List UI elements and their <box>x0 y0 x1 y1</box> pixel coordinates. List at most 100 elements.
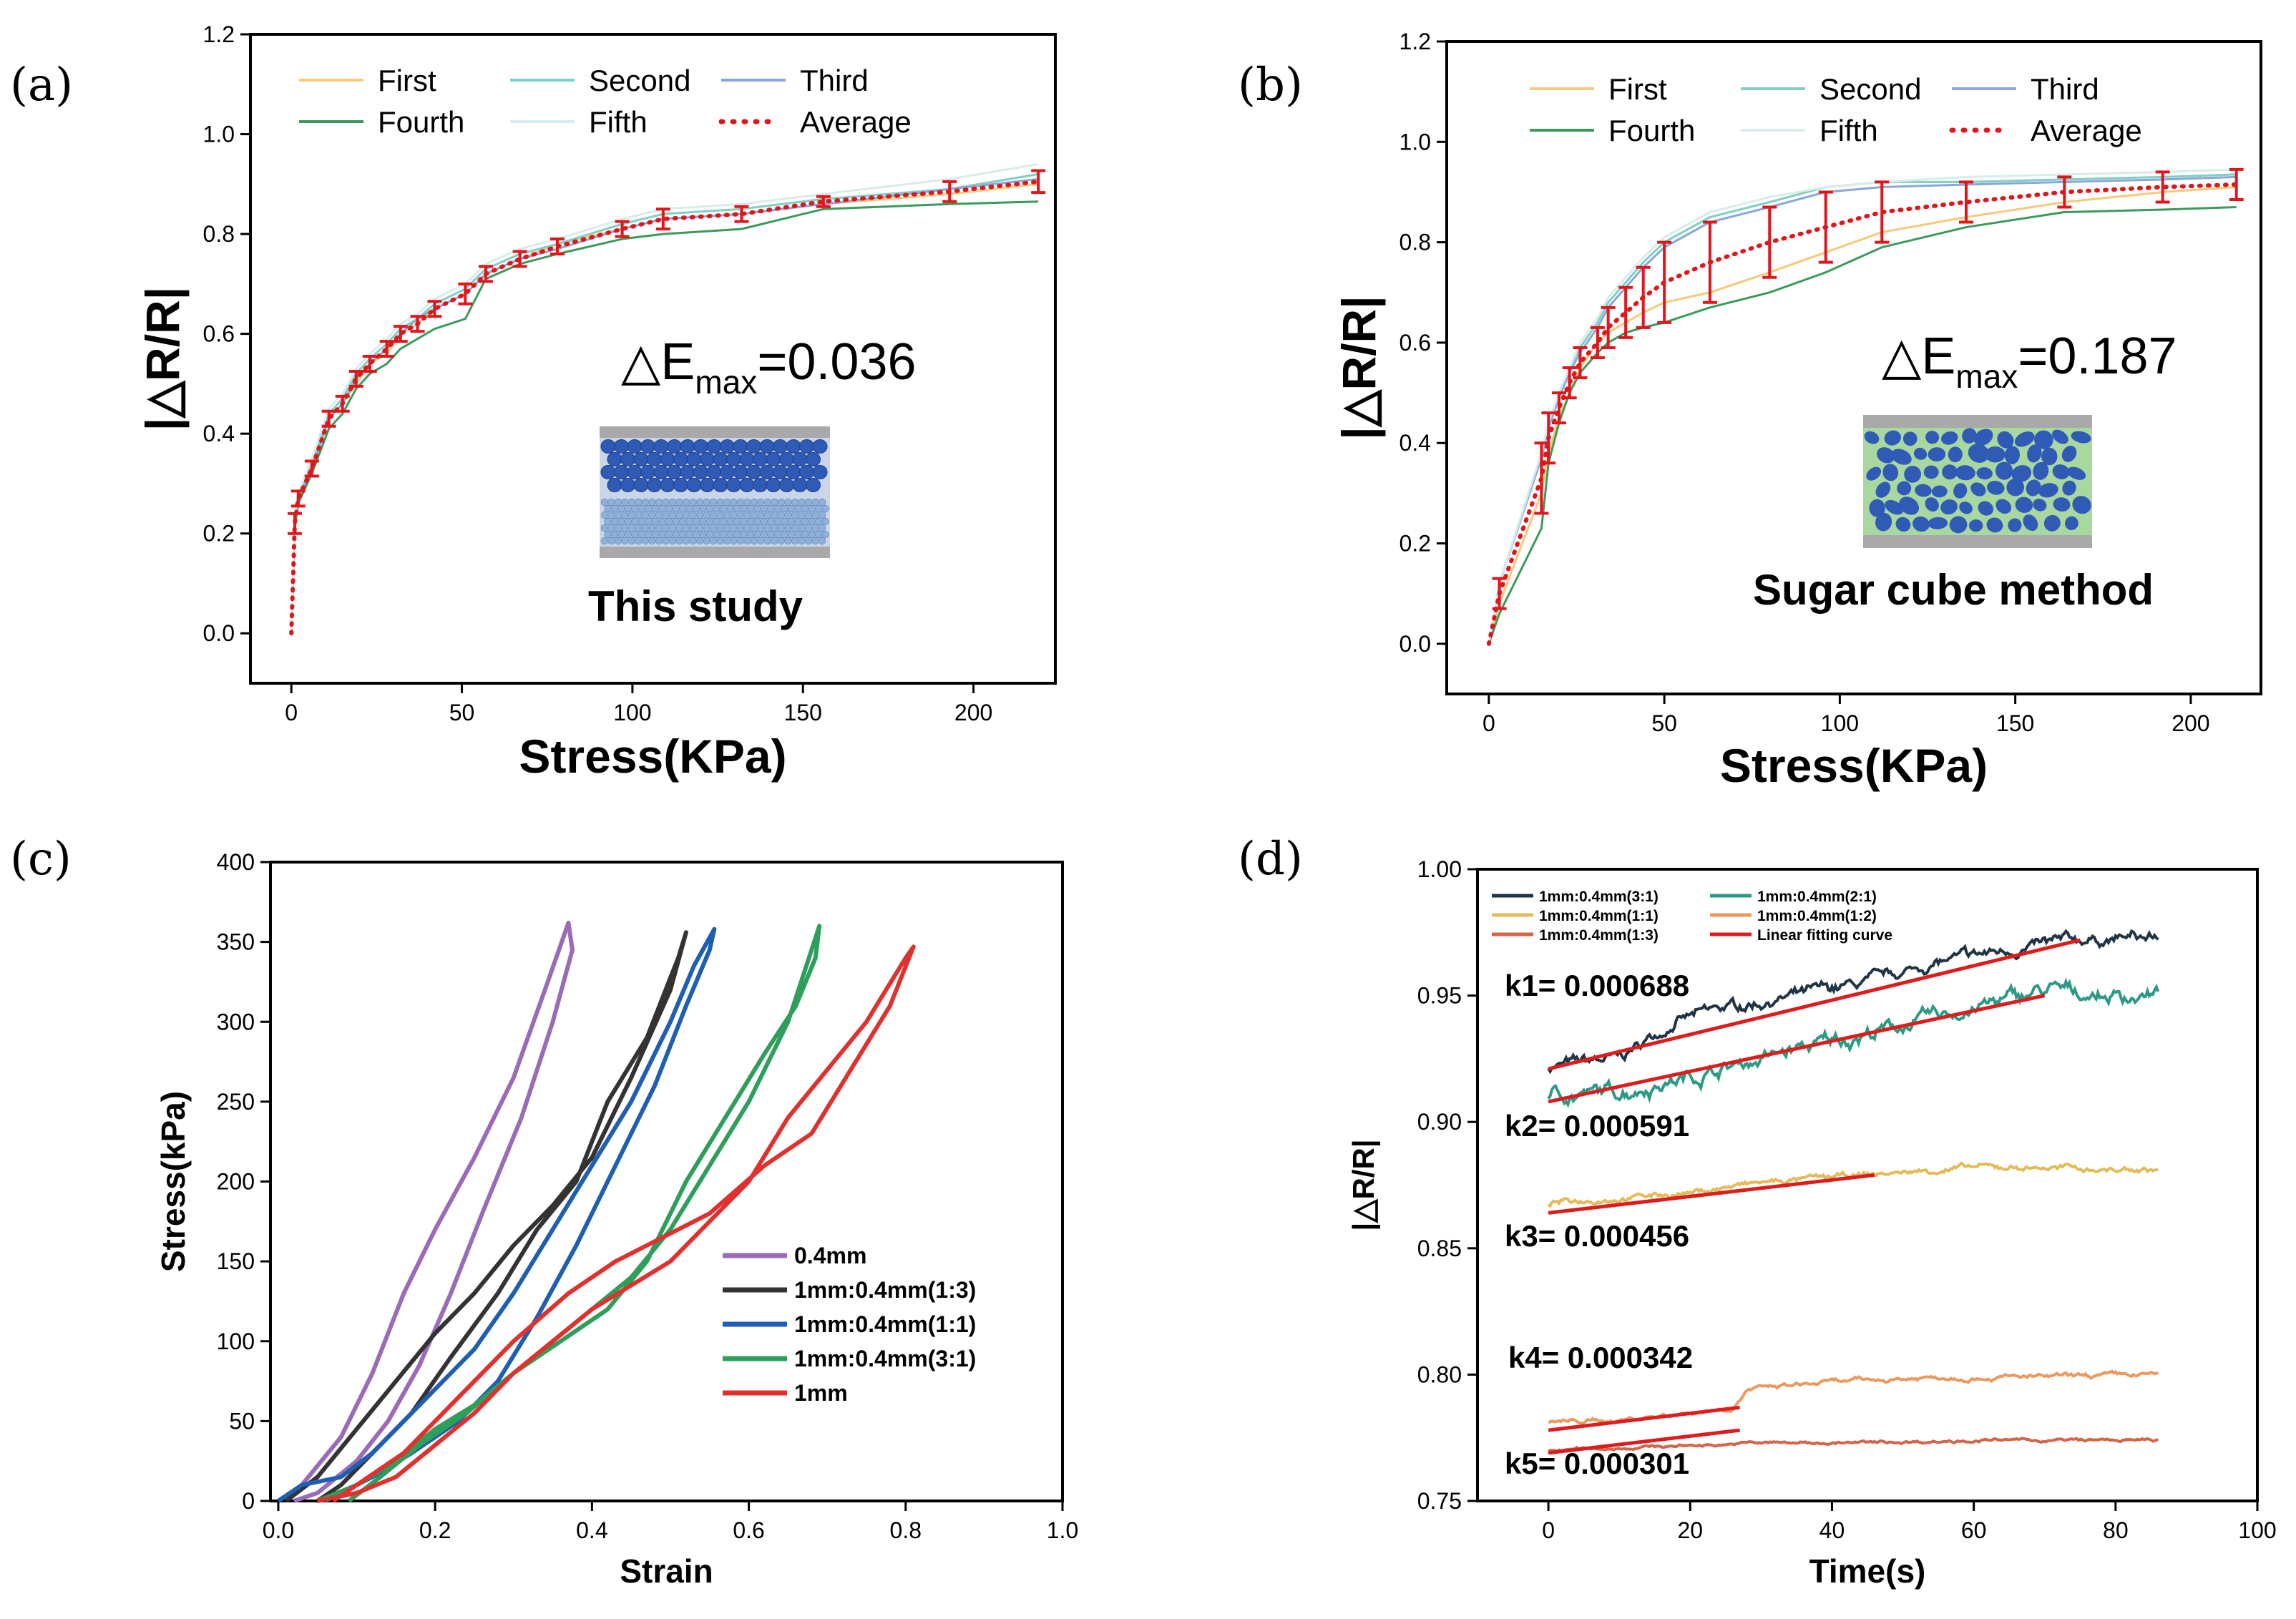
y-tick-label-c: 350 <box>217 929 255 955</box>
y-tick-label-c: 200 <box>217 1169 255 1195</box>
x-axis-label-c: Strain <box>620 1552 713 1590</box>
plot-frame-b <box>1445 40 2262 695</box>
k-label-d: k1= 0.000688 <box>1505 969 1689 1002</box>
x-tick-label-b: 0 <box>1482 710 1495 736</box>
svg-text:First: First <box>378 64 436 97</box>
error-bar-b <box>1534 441 1549 515</box>
svg-text:1mm:0.4mm(1:1): 1mm:0.4mm(1:1) <box>794 1311 976 1337</box>
svg-text:Fourth: Fourth <box>1608 114 1695 147</box>
legend-item-c: 1mm:0.4mm(1:1) <box>723 1311 976 1337</box>
y-tick-label-a: 0.4 <box>203 421 235 446</box>
plot-frame-a <box>249 33 1057 685</box>
caption-a: This study <box>588 582 803 630</box>
error-bar-b <box>1618 285 1633 339</box>
legend-item-second-b: Second <box>1741 72 1921 106</box>
svg-text:Fifth: Fifth <box>1819 114 1878 147</box>
y-tick-label-d: 0.80 <box>1417 1361 1462 1387</box>
series-line-fourth-a <box>290 200 1039 634</box>
y-tick-label-d: 0.75 <box>1417 1488 1462 1514</box>
legend-item-c: 1mm <box>723 1380 848 1406</box>
y-tick-label-c: 250 <box>217 1089 255 1115</box>
error-bar-a <box>816 195 831 208</box>
series-line-fifth-b <box>1487 168 2237 645</box>
error-bar-b <box>1573 346 1588 380</box>
svg-text:Third: Third <box>2031 72 2099 106</box>
series-line-fourth-b <box>1487 206 2237 645</box>
error-bar-a <box>942 180 957 203</box>
x-tick-label-b: 200 <box>2172 710 2209 736</box>
y-tick-label-b: 1.2 <box>1399 29 1431 54</box>
error-bar-a <box>290 489 306 508</box>
y-tick-label-c: 150 <box>217 1248 255 1274</box>
x-tick-label-c: 0.2 <box>419 1517 451 1543</box>
y-tick-label-d: 0.85 <box>1417 1236 1462 1261</box>
fit-line-d <box>1548 994 2046 1104</box>
y-tick-label-d: 1.00 <box>1417 856 1462 882</box>
error-bar-a <box>655 207 670 231</box>
x-tick-label-d: 60 <box>1961 1517 1987 1543</box>
y-axis-label-c: Stress(kPa) <box>155 1091 192 1272</box>
error-bar-a <box>1031 169 1046 195</box>
legend-item-d: 1mm:0.4mm(2:1) <box>1710 889 1877 905</box>
legend-item-d: Linear fitting curve <box>1710 927 1892 944</box>
plot-frame-d <box>1476 868 2259 1502</box>
series-line-d <box>1547 1161 2159 1208</box>
y-tick-label-b: 0.8 <box>1399 230 1431 255</box>
k-label-d: k5= 0.000301 <box>1505 1447 1689 1480</box>
svg-text:1mm:0.4mm(1:1): 1mm:0.4mm(1:1) <box>1539 908 1659 924</box>
legend-item-d: 1mm:0.4mm(1:1) <box>1492 908 1659 924</box>
panel-label-b: (b) <box>1238 59 1303 112</box>
x-tick-label-a: 150 <box>784 700 822 725</box>
series-line-c <box>317 944 916 1503</box>
y-tick-label-a: 0.2 <box>203 521 235 547</box>
svg-text:Third: Third <box>800 64 869 97</box>
x-axis-label-d: Time(s) <box>1809 1552 1926 1590</box>
caption-b: Sugar cube method <box>1753 566 2154 614</box>
legend-item-third-b: Third <box>1952 72 2099 106</box>
x-tick-label-c: 0.4 <box>576 1517 607 1543</box>
panel-label-a: (a) <box>10 59 73 112</box>
svg-text:Fifth: Fifth <box>589 105 648 139</box>
plot-frame-c <box>269 861 1064 1502</box>
x-tick-label-c: 0.6 <box>733 1517 764 1543</box>
y-tick-label-a: 0.6 <box>203 321 235 347</box>
chart-b: 0 50 100 150 200 0.0 0.2 0.4 0.6 0.8 1.0 1.2 Stress(… <box>1332 29 2262 792</box>
fit-line-d <box>1548 1173 1875 1215</box>
series-line-d <box>1548 1369 2159 1426</box>
y-tick-label-c: 100 <box>217 1329 255 1354</box>
y-tick-label-a: 0.8 <box>203 221 235 247</box>
svg-text:Linear fitting curve: Linear fitting curve <box>1757 927 1892 944</box>
legend-item-c: 1mm:0.4mm(1:3) <box>723 1277 976 1303</box>
fit-line-d <box>1548 1428 1740 1455</box>
x-tick-label-d: 100 <box>2238 1517 2276 1543</box>
error-bar-b <box>1702 220 1717 304</box>
x-tick-label-d: 80 <box>2103 1517 2129 1543</box>
series-line-fifth-a <box>290 162 1039 634</box>
y-tick-label-b: 0.2 <box>1399 531 1431 557</box>
x-tick-label-b: 50 <box>1651 710 1677 736</box>
legend-item-c: 1mm:0.4mm(3:1) <box>723 1346 976 1371</box>
svg-text:Fourth: Fourth <box>378 105 464 139</box>
svg-text:First: First <box>1608 72 1667 106</box>
error-bar-a <box>427 300 442 318</box>
chart-a: 0 50 100 150 200 0.0 0.2 0.4 0.6 0.8 1.0 1.2 Stress(… <box>136 21 1057 783</box>
legend-item-d: 1mm:0.4mm(1:3) <box>1492 927 1659 944</box>
series-line-d <box>1548 1437 2159 1453</box>
svg-text:0.4mm: 0.4mm <box>794 1243 866 1268</box>
x-tick-label-a: 50 <box>449 700 475 725</box>
svg-text:1mm:0.4mm(1:3): 1mm:0.4mm(1:3) <box>1539 927 1659 944</box>
error-bar-b <box>2229 167 2244 201</box>
x-axis-label-a: Stress(KPa) <box>519 730 786 783</box>
y-tick-label-a: 0.0 <box>203 620 235 646</box>
panel-label-c: (c) <box>10 833 72 886</box>
series-line-d <box>1547 929 2159 1075</box>
error-bar-a <box>615 220 630 238</box>
series-line-third-a <box>290 177 1039 634</box>
k-label-d: k3= 0.000456 <box>1505 1219 1689 1253</box>
series-line-d <box>1547 977 2160 1108</box>
y-tick-label-c: 300 <box>217 1009 255 1035</box>
svg-text:Second: Second <box>1819 72 1921 106</box>
series-line-first-b <box>1487 185 2237 645</box>
x-tick-label-d: 40 <box>1819 1517 1845 1543</box>
error-bar-a <box>321 409 336 428</box>
